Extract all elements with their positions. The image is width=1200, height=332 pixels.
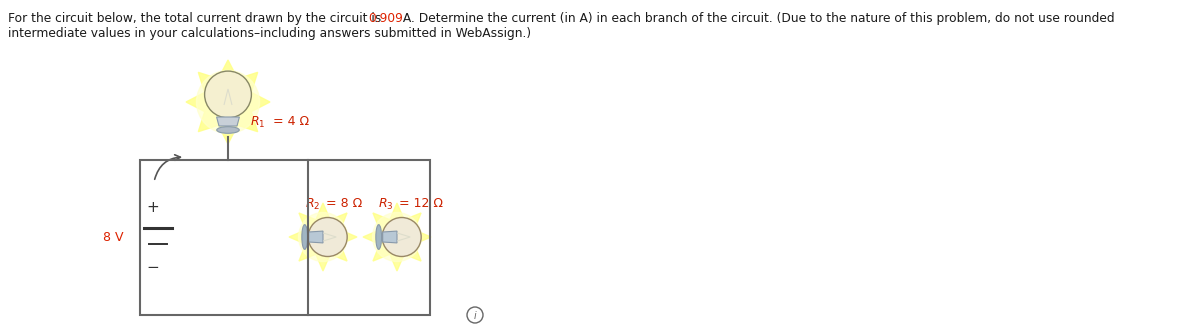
Text: $R_2$: $R_2$	[305, 197, 320, 212]
Circle shape	[308, 217, 347, 257]
Text: $R_1$: $R_1$	[250, 115, 265, 130]
Text: 8 V: 8 V	[103, 231, 124, 244]
Ellipse shape	[217, 127, 239, 133]
Text: 0.909: 0.909	[368, 12, 403, 25]
Text: = 8 Ω: = 8 Ω	[322, 197, 362, 210]
Circle shape	[299, 212, 348, 262]
Bar	[140, 160, 430, 315]
Circle shape	[197, 70, 259, 133]
Text: $R_3$: $R_3$	[378, 197, 394, 212]
Polygon shape	[364, 203, 431, 271]
Text: A. Determine the current (in A) in each branch of the circuit. (Due to the natur: A. Determine the current (in A) in each …	[398, 12, 1115, 25]
Polygon shape	[308, 231, 323, 243]
Text: = 12 Ω: = 12 Ω	[395, 197, 443, 210]
Ellipse shape	[302, 225, 307, 249]
Text: +: +	[146, 200, 160, 215]
Text: i: i	[474, 311, 476, 321]
Circle shape	[382, 217, 421, 257]
Text: = 4 Ω: = 4 Ω	[269, 115, 310, 128]
Text: −: −	[146, 260, 160, 275]
Text: intermediate values in your calculations–including answers submitted in WebAssig: intermediate values in your calculations…	[8, 27, 532, 40]
Text: For the circuit below, the total current drawn by the circuit is: For the circuit below, the total current…	[8, 12, 385, 25]
Circle shape	[372, 212, 421, 262]
Polygon shape	[383, 231, 397, 243]
Polygon shape	[289, 203, 358, 271]
Polygon shape	[216, 117, 240, 126]
Ellipse shape	[376, 225, 382, 249]
Polygon shape	[186, 60, 270, 144]
Circle shape	[204, 71, 252, 118]
